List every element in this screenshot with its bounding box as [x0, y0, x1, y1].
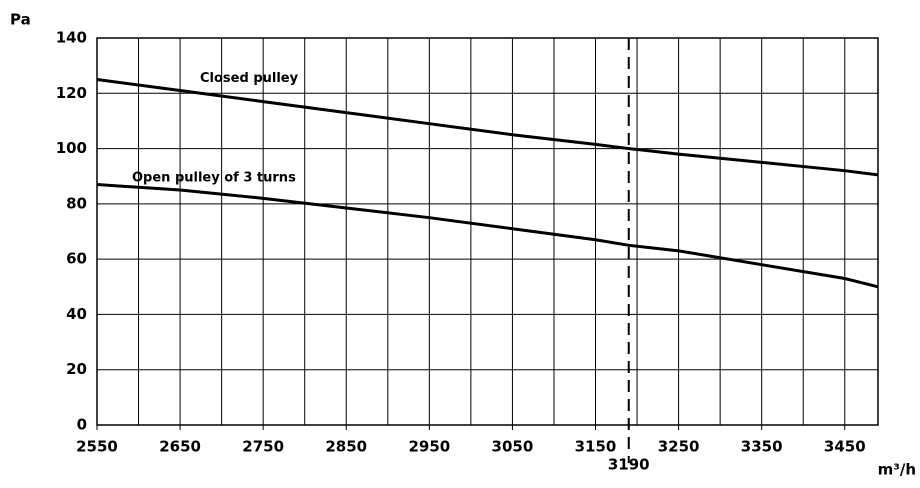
x-tick-label: 2950	[408, 438, 450, 456]
y-tick-label: 80	[66, 194, 87, 212]
x-tick-label: 2850	[325, 438, 367, 456]
x-tick-label: 3450	[824, 438, 866, 456]
plot-frame	[96, 37, 879, 426]
series-label: Open pulley of 3 turns	[132, 171, 296, 186]
series-line	[96, 77, 879, 177]
x-tick-label: 2750	[242, 438, 284, 456]
y-tick-label: 140	[56, 29, 87, 47]
marker-label: 3190	[608, 456, 650, 474]
x-tick-label: 2550	[76, 438, 118, 456]
y-tick-label: 60	[66, 250, 87, 268]
series-line	[96, 183, 879, 289]
series-label: Closed pulley	[200, 71, 299, 86]
x-tick-label: 3050	[492, 438, 534, 456]
y-tick-label: 120	[56, 84, 87, 102]
y-tick-label: 100	[56, 139, 87, 157]
x-tick-label: 2650	[159, 438, 201, 456]
x-tick-label: 3150	[575, 438, 617, 456]
y-tick-label: 0	[77, 416, 87, 434]
y-tick-label: 40	[66, 305, 87, 323]
x-tick-label: 3250	[658, 438, 700, 456]
x-axis-label: m³/h	[878, 461, 916, 479]
y-axis-label: Pa	[10, 11, 31, 29]
y-tick-label: 20	[66, 360, 87, 378]
x-tick-label: 3350	[741, 438, 783, 456]
